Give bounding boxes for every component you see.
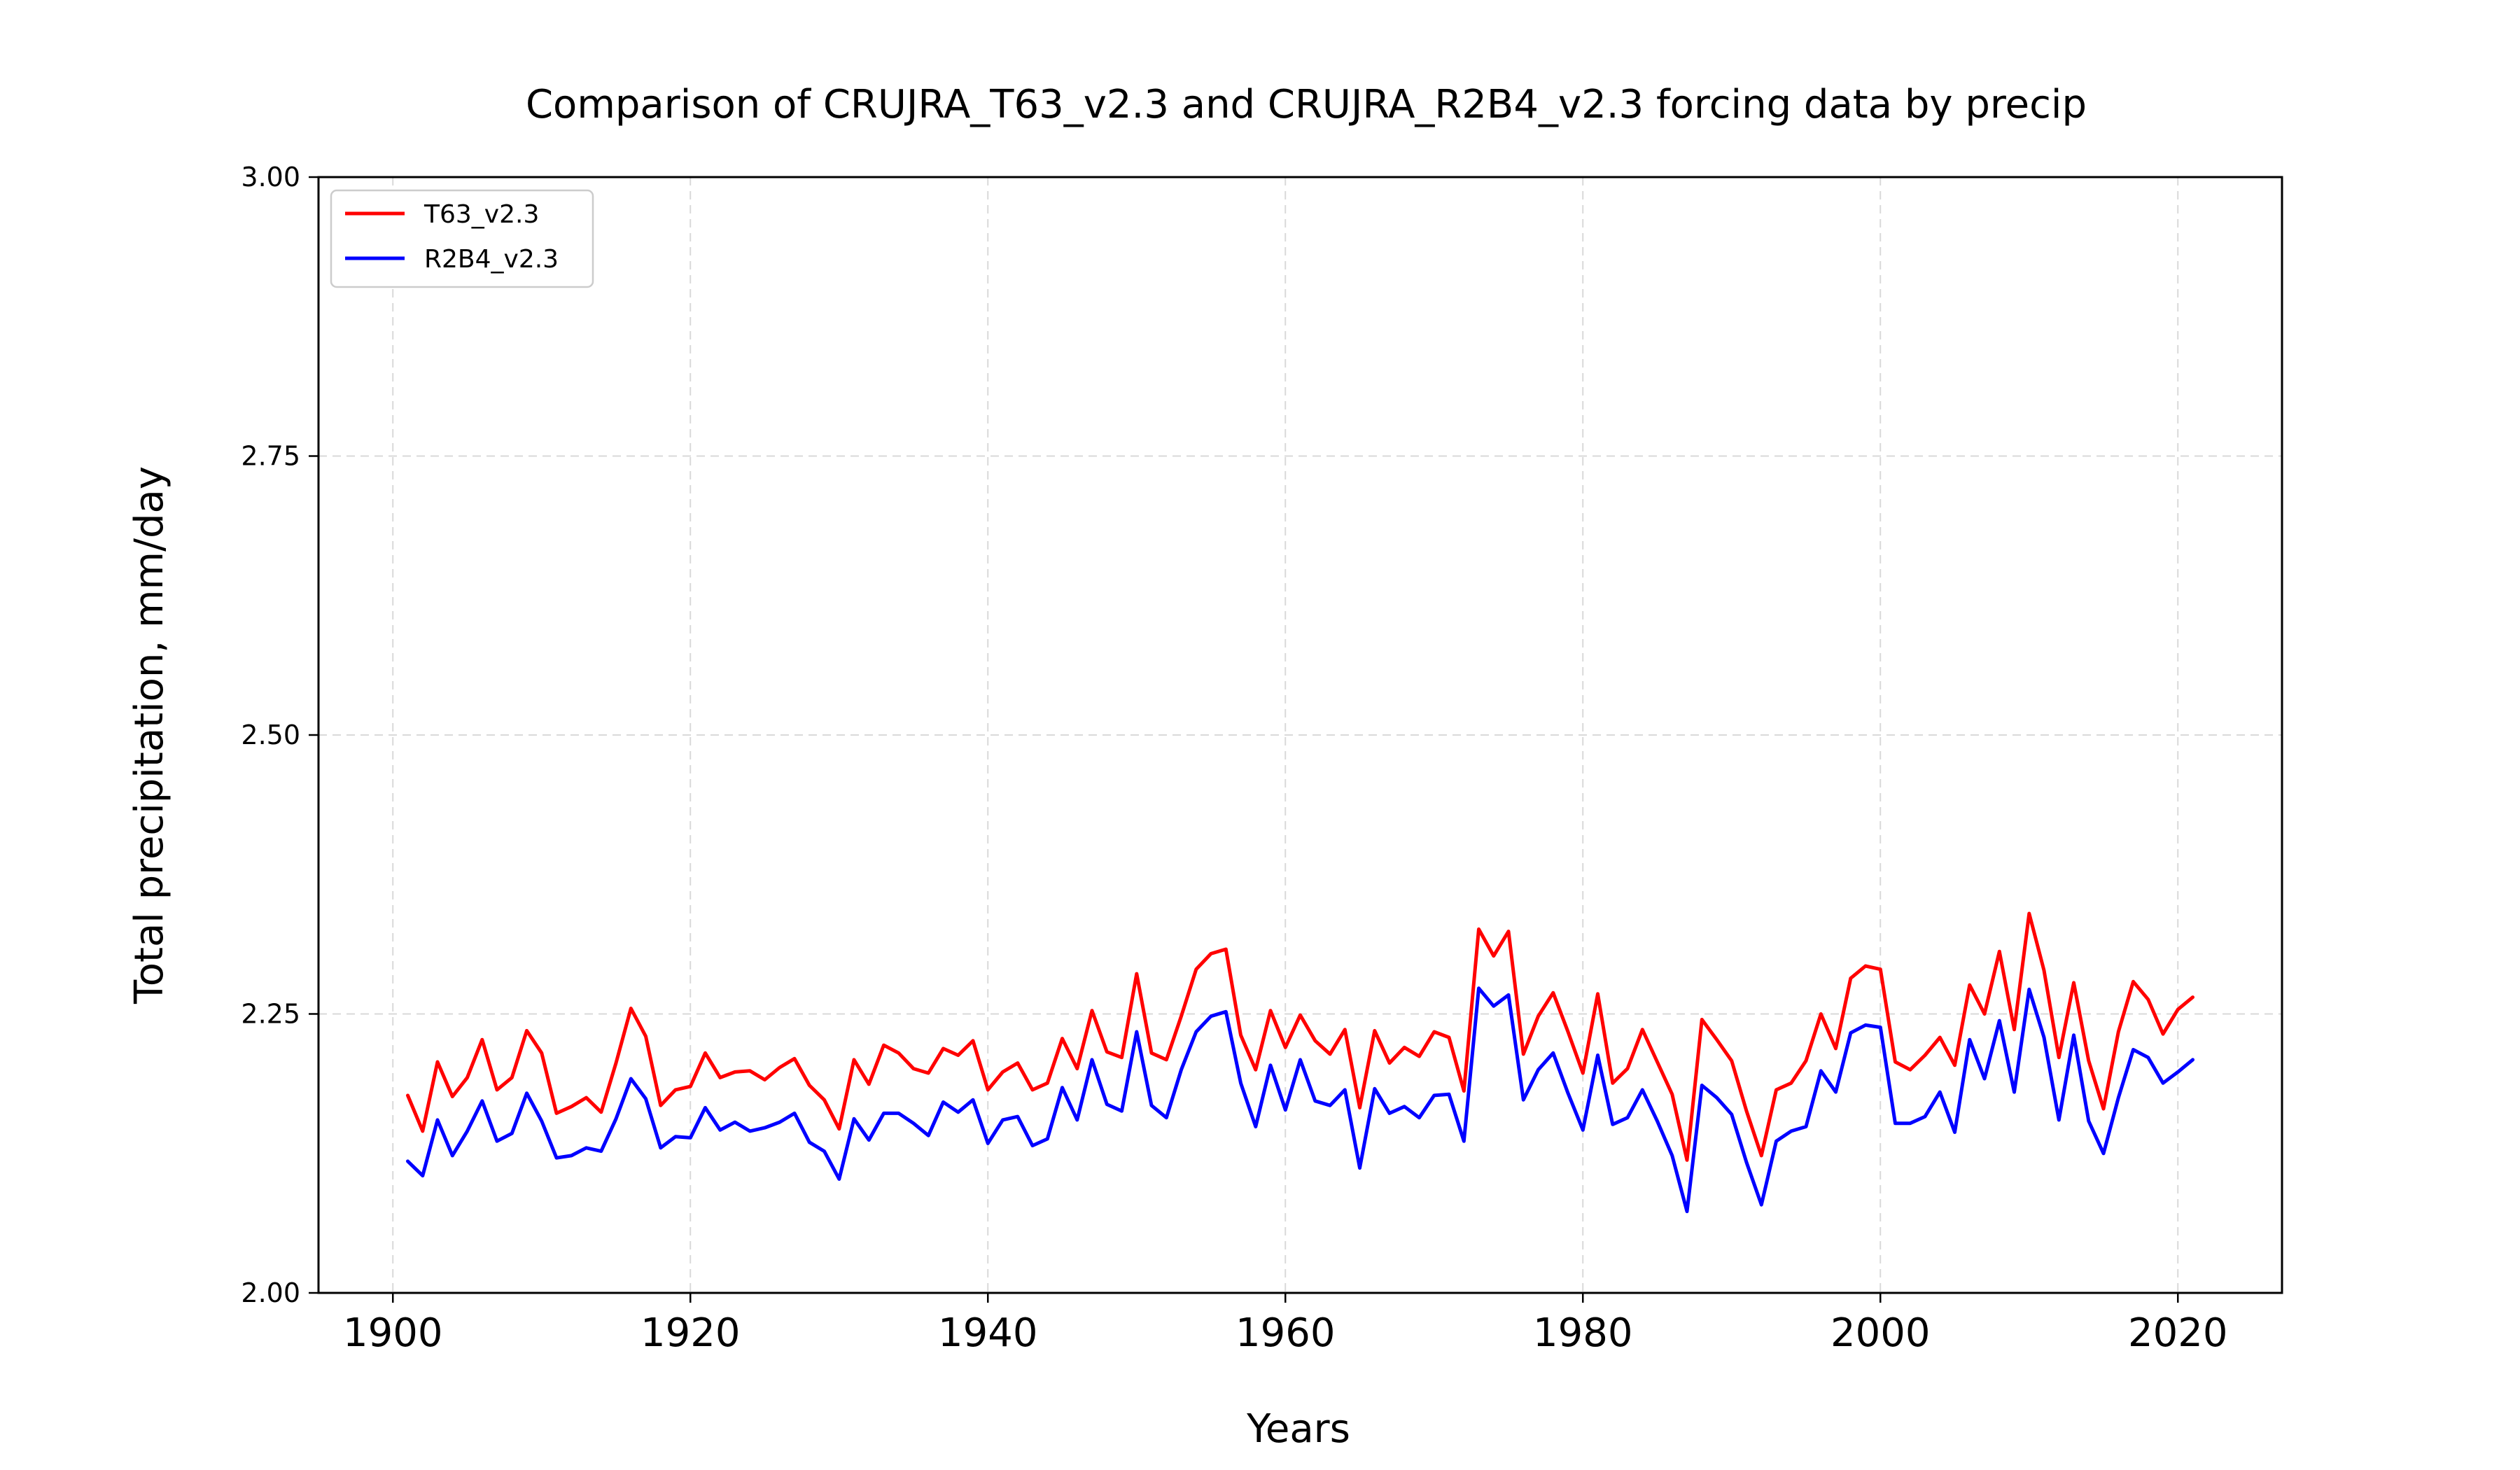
x-tick-label: 1980 xyxy=(1533,1310,1633,1356)
x-tick-label: 1940 xyxy=(938,1310,1038,1356)
x-tick-label: 1960 xyxy=(1236,1310,1336,1356)
series-line-t63 xyxy=(406,911,2194,1162)
x-axis-label: Years xyxy=(1246,1406,1350,1452)
y-tick-label: 2.50 xyxy=(241,720,300,750)
y-tick-label: 2.75 xyxy=(241,441,300,472)
x-tick-label: 1920 xyxy=(640,1310,741,1356)
legend-label-r2b4: R2B4_v2.3 xyxy=(424,245,559,274)
y-axis: 2.00 2.25 2.50 2.75 3.00 xyxy=(241,162,318,1308)
y-tick-label: 2.25 xyxy=(241,999,300,1030)
x-axis: 1900 1920 1940 1960 1980 2000 2020 xyxy=(343,1293,2228,1356)
y-tick-label: 2.00 xyxy=(241,1278,300,1308)
x-tick-label: 2000 xyxy=(1830,1310,1931,1356)
y-axis-label: Total precipitation, mm/day xyxy=(127,466,172,1004)
series-line-r2b4 xyxy=(406,986,2194,1214)
legend: T63_v2.3 R2B4_v2.3 xyxy=(330,189,594,288)
x-tick-label: 1900 xyxy=(343,1310,443,1356)
chart-title: Comparison of CRUJRA_T63_v2.3 and CRUJRA… xyxy=(526,82,2087,127)
x-tick-label: 2020 xyxy=(2128,1310,2228,1356)
series-lines xyxy=(406,911,2194,1214)
y-tick-label: 3.00 xyxy=(241,162,300,192)
legend-label-t63: T63_v2.3 xyxy=(424,200,539,229)
